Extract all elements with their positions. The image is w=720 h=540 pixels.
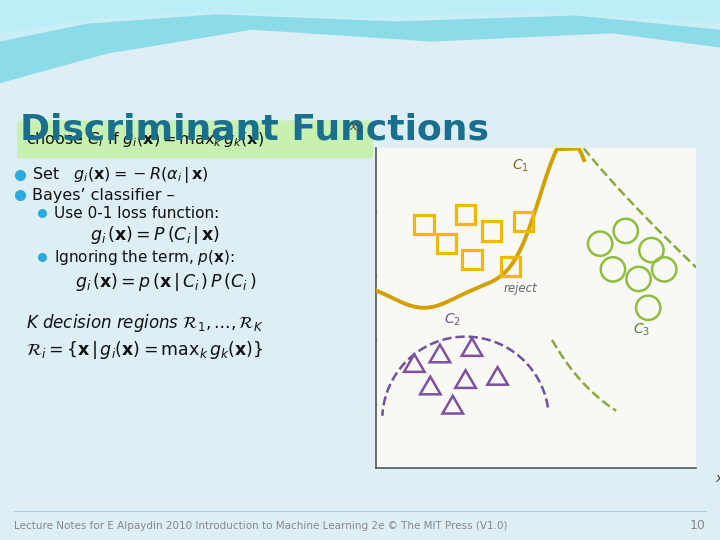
Bar: [437, 234, 456, 253]
Polygon shape: [0, 0, 720, 83]
FancyBboxPatch shape: [17, 120, 373, 158]
Bar: [513, 212, 533, 231]
Bar: [462, 250, 482, 269]
Text: 10: 10: [690, 519, 706, 532]
Bar: [414, 215, 433, 234]
Text: Discriminant Functions: Discriminant Functions: [20, 112, 489, 146]
Text: $g_i\,(\mathbf{x})= p\,(\mathbf{x}\,|\,C_i\,)\,P\,(C_i\,)$: $g_i\,(\mathbf{x})= p\,(\mathbf{x}\,|\,C…: [75, 272, 257, 294]
Bar: [501, 256, 520, 276]
Text: Use 0-1 loss function:: Use 0-1 loss function:: [54, 206, 220, 221]
Text: choose $C_i$ if $g_i(\mathbf{x})= \mathrm{max}_k\,g_k(\mathbf{x})$: choose $C_i$ if $g_i(\mathbf{x})= \mathr…: [26, 130, 264, 149]
Text: $C_2$: $C_2$: [444, 312, 462, 328]
Bar: [456, 205, 475, 225]
Bar: [482, 221, 501, 240]
Polygon shape: [0, 0, 720, 42]
Text: Lecture Notes for E Alpaydin 2010 Introduction to Machine Learning 2e © The MIT : Lecture Notes for E Alpaydin 2010 Introd…: [14, 521, 508, 531]
Text: Bayes’ classifier –: Bayes’ classifier –: [32, 188, 175, 203]
Text: Ignoring the term, $p(\mathbf{x})$:: Ignoring the term, $p(\mathbf{x})$:: [54, 248, 235, 267]
Polygon shape: [0, 0, 720, 33]
Text: $C_3$: $C_3$: [634, 321, 650, 338]
Text: $C_1$: $C_1$: [511, 158, 528, 174]
Text: reject: reject: [503, 282, 537, 295]
Text: Set   $g_i(\mathbf{x})=-R(\alpha_i\,|\,\mathbf{x})$: Set $g_i(\mathbf{x})=-R(\alpha_i\,|\,\ma…: [32, 165, 209, 185]
Text: $x_2$: $x_2$: [349, 122, 364, 135]
Text: $g_i\,(\mathbf{x})= P\,(C_i\,|\,\mathbf{x})$: $g_i\,(\mathbf{x})= P\,(C_i\,|\,\mathbf{…: [90, 225, 220, 246]
Text: $K$ decision regions $\mathcal{R}_1,\ldots,\mathcal{R}_K$: $K$ decision regions $\mathcal{R}_1,\ldo…: [26, 312, 264, 334]
Text: $\mathcal{R}_i = \{\mathbf{x}\,|\,g_i(\mathbf{x})= \mathrm{max}_k\,g_k(\mathbf{x: $\mathcal{R}_i = \{\mathbf{x}\,|\,g_i(\m…: [26, 339, 264, 361]
Text: $x_1$: $x_1$: [715, 474, 720, 488]
